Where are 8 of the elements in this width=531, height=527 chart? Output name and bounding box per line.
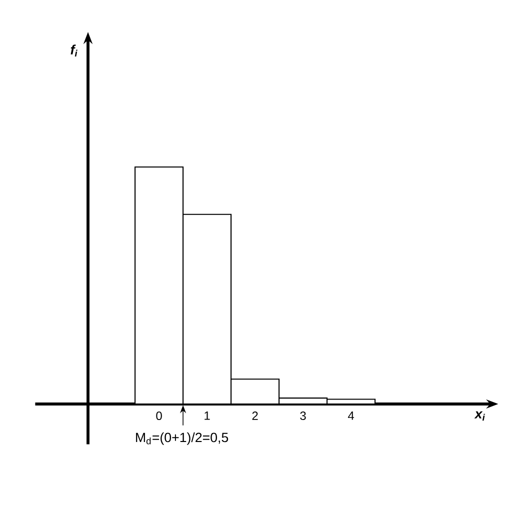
text: f$_{i}$ <box>70 44 78 57</box>
text: x$_{i}$ <box>474 411 486 421</box>
x-tick-label: 3 <box>300 412 306 420</box>
text: M$_{d}$=(0+1)/2=0,5 <box>136 432 228 445</box>
x-tick-label: 1 <box>204 412 210 420</box>
x-tick-label: 0 <box>156 412 162 420</box>
x-tick-label: 4 <box>348 412 354 420</box>
x-tick-label: 2 <box>252 412 258 420</box>
